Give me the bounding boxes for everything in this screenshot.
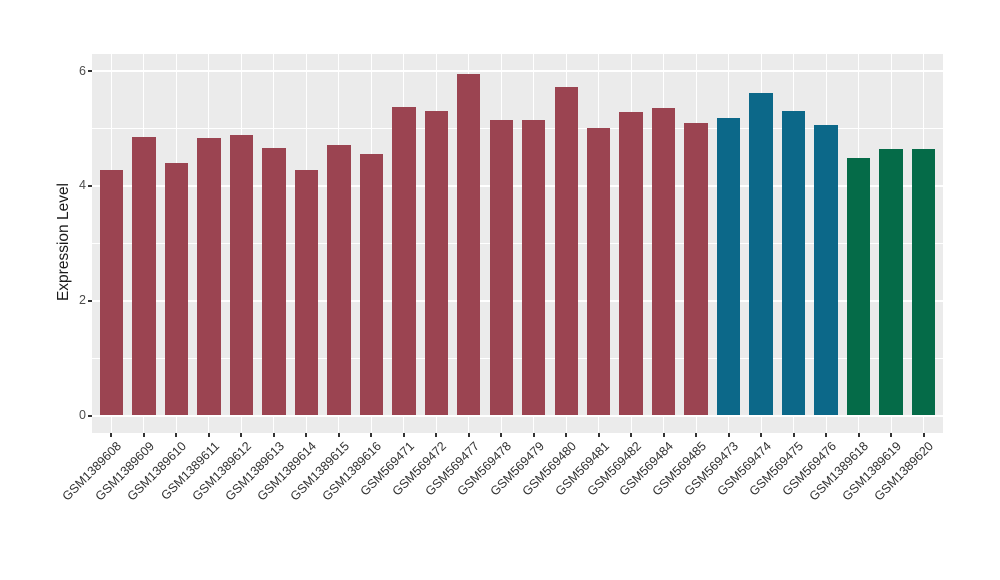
x-tick-mark [532, 433, 535, 437]
major-gridline [92, 184, 943, 187]
bar-GSM569473 [716, 118, 741, 416]
bar-GSM569472 [424, 110, 448, 416]
bar-GSM569482 [619, 111, 643, 416]
y-tick-mark [88, 299, 92, 302]
x-tick-mark [402, 433, 405, 437]
x-tick-mark [467, 433, 470, 437]
y-tick-label: 2 [79, 293, 86, 308]
bar-GSM1389619 [879, 149, 903, 416]
x-tick-mark [760, 433, 763, 437]
bar-GSM1389615 [327, 145, 351, 416]
x-tick-mark [922, 433, 925, 437]
bar-GSM569484 [651, 107, 676, 416]
x-tick-mark [370, 433, 373, 437]
x-tick-mark [597, 433, 600, 437]
x-tick-mark [727, 433, 730, 437]
bar-GSM1389616 [359, 153, 384, 416]
x-tick-mark [305, 433, 308, 437]
y-axis-title: Expression Level [55, 182, 72, 302]
bar-GSM569480 [554, 87, 578, 416]
x-tick-mark [695, 433, 698, 437]
y-tick-mark [88, 414, 92, 417]
major-gridline [92, 299, 943, 302]
y-tick-mark [88, 184, 92, 187]
bar-GSM569485 [684, 123, 708, 416]
bar-GSM1389608 [99, 169, 124, 416]
bar-GSM569479 [522, 119, 546, 416]
bar-GSM1389620 [911, 149, 936, 416]
x-tick-mark [857, 433, 860, 437]
bar-GSM1389614 [294, 170, 319, 416]
y-tick-label: 6 [79, 63, 86, 78]
y-tick-label: 4 [79, 178, 86, 193]
bar-GSM569471 [392, 106, 416, 416]
bar-GSM1389618 [846, 157, 871, 416]
x-tick-mark [272, 433, 275, 437]
bar-GSM569475 [781, 110, 806, 416]
major-gridline [92, 414, 943, 417]
x-tick-mark [662, 433, 665, 437]
x-tick-mark [630, 433, 633, 437]
bar-GSM1389611 [197, 137, 221, 416]
x-tick-mark [207, 433, 210, 437]
bar-GSM569474 [749, 92, 773, 416]
bar-GSM569478 [489, 119, 513, 416]
y-tick-mark [88, 70, 92, 73]
x-tick-mark [175, 433, 178, 437]
bar-GSM1389612 [229, 134, 254, 416]
major-gridline [92, 70, 943, 73]
x-tick-mark [337, 433, 340, 437]
x-tick-mark [565, 433, 568, 437]
bar-GSM569476 [814, 125, 838, 416]
x-tick-mark [240, 433, 243, 437]
plot-panel [92, 54, 943, 433]
x-tick-mark [890, 433, 893, 437]
x-tick-mark [825, 433, 828, 437]
x-tick-mark [435, 433, 438, 437]
x-tick-mark [110, 433, 113, 437]
bar-GSM1389609 [132, 136, 156, 416]
bar-GSM1389610 [164, 162, 189, 416]
bar-GSM1389613 [262, 148, 286, 416]
minor-gridline [92, 128, 943, 129]
minor-gridline [92, 242, 943, 244]
bar-GSM569481 [587, 127, 611, 416]
x-tick-mark [142, 433, 145, 437]
bar-GSM569477 [457, 73, 481, 416]
y-tick-label: 0 [79, 408, 86, 422]
x-tick-mark [500, 433, 503, 437]
minor-gridline [92, 357, 943, 359]
x-tick-mark [792, 433, 795, 437]
